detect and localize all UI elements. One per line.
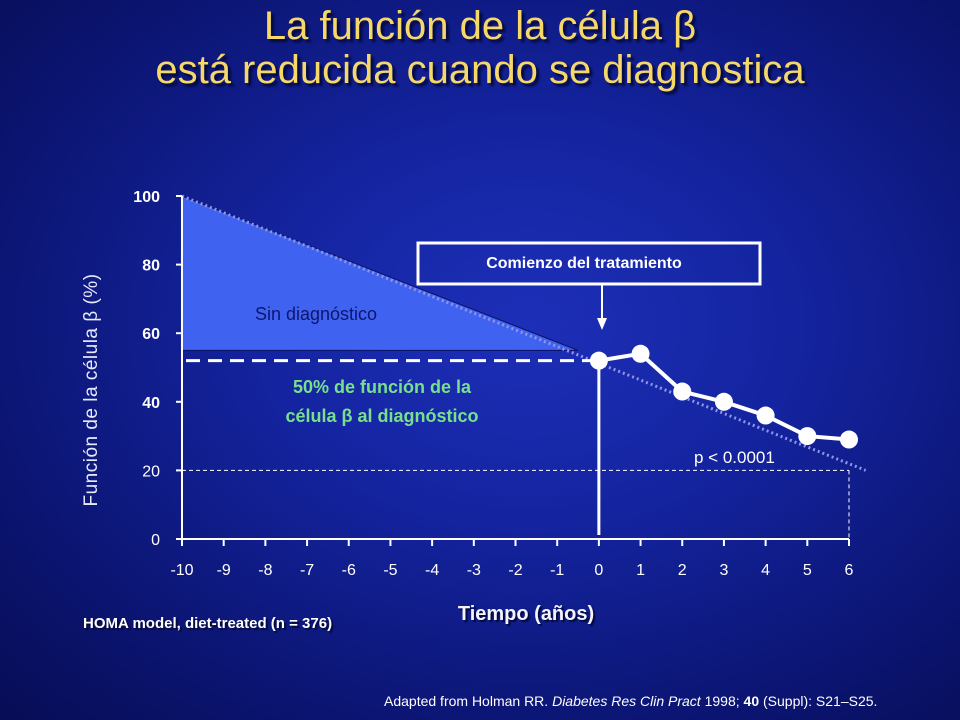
p-value-label: p < 0.0001 — [694, 448, 775, 467]
y-tick-label: 0 — [151, 532, 160, 549]
x-tick-label: -6 — [342, 562, 356, 579]
x-tick-label: 0 — [594, 562, 603, 579]
x-tick-label: 6 — [845, 562, 854, 579]
y-tick-label: 100 — [133, 189, 160, 206]
x-tick-label: 5 — [803, 562, 812, 579]
diagnosis-label-line-2: célula β al diagnóstico — [285, 406, 478, 426]
x-tick-label: -8 — [258, 562, 272, 579]
x-axis-label: Tiempo (años) — [457, 603, 595, 625]
x-tick-label: -4 — [425, 562, 439, 579]
x-tick-label: -5 — [383, 562, 397, 579]
title-line-1: La función de la célula β — [263, 4, 697, 48]
undiagnosed-triangle — [181, 195, 579, 351]
citation-journal: Diabetes Res Clin Pract — [552, 693, 701, 709]
x-tick-label: -3 — [467, 562, 481, 579]
data-point — [756, 406, 775, 425]
citation-volume: 40 — [743, 693, 760, 709]
data-point — [589, 351, 608, 370]
x-tick-label: 3 — [719, 562, 728, 579]
y-tick-label: 80 — [142, 258, 160, 275]
data-point — [798, 427, 817, 446]
slide-title: La función de la célula β está reducida … — [0, 4, 960, 92]
x-tick-label: -7 — [300, 562, 314, 579]
citation-author: Adapted from Holman RR. — [384, 693, 553, 709]
x-tick-label: 1 — [636, 562, 645, 579]
data-point — [673, 382, 692, 401]
x-tick-label: -9 — [217, 562, 231, 579]
citation: Adapted from Holman RR. Diabetes Res Cli… — [384, 693, 877, 709]
y-tick-label: 20 — [142, 463, 160, 480]
treatment-label: Comienzo del tratamiento — [486, 255, 682, 272]
data-point — [714, 392, 733, 411]
x-tick-label: 2 — [678, 562, 687, 579]
x-tick-label: 4 — [761, 562, 770, 579]
x-tick-label: -2 — [508, 562, 522, 579]
y-tick-label: 60 — [142, 326, 160, 343]
citation-year: 1998; — [700, 693, 744, 709]
data-point — [631, 344, 650, 363]
title-line-2: está reducida cuando se diagnostica — [155, 48, 805, 92]
treatment-arrow-head — [597, 318, 607, 330]
treatment-label-box — [416, 241, 762, 286]
citation-pages: (Suppl): S21–S25. — [759, 693, 878, 709]
diagnosis-label-line-1: 50% de función de la — [293, 377, 472, 397]
undiagnosed-label: Sin diagnóstico — [255, 304, 377, 324]
x-tick-label: -10 — [170, 562, 193, 579]
x-tick-label: -1 — [550, 562, 564, 579]
y-axis-label: Función de la célula β (%) — [81, 273, 102, 507]
y-tick-label: 40 — [142, 395, 160, 412]
study-footnote: HOMA model, diet-treated (n = 376) — [83, 615, 333, 632]
data-point — [840, 430, 858, 449]
